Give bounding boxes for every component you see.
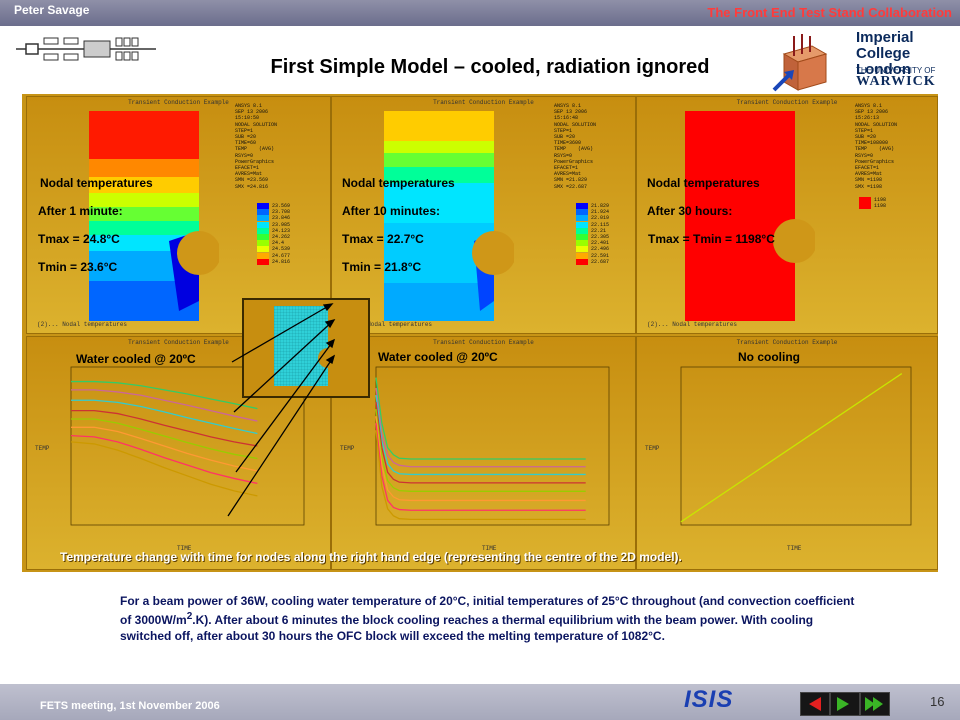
series-line — [70, 441, 258, 497]
series-line — [70, 434, 258, 485]
series-line — [375, 402, 586, 484]
meeting-footer: FETS meeting, 1st November 2006 — [40, 700, 220, 712]
panel3-tmax: Tmax = Tmin = 1198°C — [648, 232, 775, 246]
panel2-tmin: Tmin = 21.8°C — [342, 260, 422, 274]
graph1-label: Water cooled @ 20ºC — [76, 352, 196, 366]
author-name: Peter Savage — [14, 3, 90, 17]
figure-caption: Temperature change with time for nodes a… — [60, 550, 682, 564]
collaboration-name: The Front End Test Stand Collaboration — [707, 5, 952, 20]
copper-block-icon — [770, 34, 830, 99]
series-line — [375, 416, 586, 502]
series-line — [71, 410, 258, 447]
sim-title: Transient Conduction Example — [433, 339, 534, 346]
contour-plot-1 — [89, 111, 219, 321]
x-axis-label: TIME — [482, 545, 497, 552]
ansys-info: ANSYS 8.1 SEP 13 2006 15:16:48 NODAL SOL… — [554, 103, 597, 190]
panel3-heading: Nodal temperatures — [647, 176, 760, 190]
series-line — [71, 426, 258, 472]
contour-panel-1: Transient Conduction Example ANSYS 8.1 S… — [26, 96, 331, 334]
warwick-logo: WARWICK — [856, 74, 936, 89]
warwick-logo-line1: THE UNIVERSITY OF — [856, 66, 936, 75]
line-chart-2 — [375, 366, 610, 526]
contour-legend-2: 21.829 21.924 22.019 22.115 22.21 22.305… — [576, 203, 609, 265]
panel1-time: After 1 minute: — [38, 204, 123, 218]
series-line — [71, 389, 258, 422]
ansys-info: ANSYS 8.1 SEP 13 2006 15:10:50 NODAL SOL… — [235, 103, 278, 190]
isis-logo: ISIS — [684, 686, 734, 713]
panel-footer: (2)... Nodal temperatures — [342, 321, 433, 328]
beamline-schematic-icon — [16, 36, 156, 67]
panel2-tmax: Tmax = 22.7°C — [342, 232, 424, 246]
series-line — [71, 418, 258, 460]
line-chart-1 — [70, 366, 305, 526]
contour-panel-2: Transient Conduction Example ANSYS 8.1 S… — [331, 96, 636, 334]
nav-back-button[interactable] — [800, 692, 830, 716]
sim-title: Transient Conduction Example — [736, 339, 838, 346]
top-bar: Peter Savage The Front End Test Stand Co… — [0, 0, 960, 26]
panel1-tmin: Tmin = 23.6°C — [38, 260, 118, 274]
panel2-time: After 10 minutes: — [342, 204, 441, 218]
contour-legend-3: 1198 1198 — [859, 197, 886, 210]
description-paragraph: For a beam power of 36W, cooling water t… — [120, 594, 855, 643]
panel-footer: (2)... Nodal temperatures — [647, 321, 738, 328]
graph-panel-3: Transient Conduction Example TEMP TIME — [636, 336, 938, 570]
panel2-heading: Nodal temperatures — [342, 176, 455, 190]
nav-home-button[interactable] — [830, 692, 860, 716]
simulation-figure: Transient Conduction Example ANSYS 8.1 S… — [22, 94, 938, 572]
series-line — [71, 380, 258, 410]
series-line — [375, 387, 586, 468]
sim-title: Transient Conduction Example — [128, 339, 229, 346]
x-axis-label: TIME — [177, 545, 192, 552]
sim-title: Transient Conduction Example — [433, 99, 534, 106]
sim-title: Transient Conduction Example — [736, 99, 838, 106]
plot-frame — [70, 366, 305, 526]
page-number: 16 — [930, 694, 945, 709]
series-line — [71, 399, 258, 435]
contour-panel-3: Transient Conduction Example ANSYS 8.1 S… — [636, 96, 938, 334]
y-axis-label: TEMP — [645, 445, 660, 452]
graph3-label: No cooling — [738, 350, 800, 364]
contour-legend-1: 23.569 23.708 23.846 23.985 24.123 24.26… — [257, 203, 290, 265]
mesh-arrows — [227, 303, 336, 517]
series-line — [375, 377, 586, 460]
panel1-tmax: Tmax = 24.8°C — [38, 232, 120, 246]
contour-plot-2 — [384, 111, 514, 321]
series-line — [375, 430, 586, 521]
panel-footer: (2)... Nodal temperatures — [37, 321, 128, 328]
plot-frame — [375, 366, 610, 526]
mesh-inset — [242, 298, 370, 398]
series-line — [375, 395, 586, 476]
series-line — [375, 409, 586, 492]
imperial-college-logo: Imperial College London — [856, 29, 914, 78]
y-axis-label: TEMP — [340, 445, 355, 452]
graph2-label: Water cooled @ 20ºC — [378, 350, 498, 364]
sim-title: Transient Conduction Example — [128, 99, 229, 106]
slide-title: First Simple Model – cooled, radiation i… — [270, 56, 710, 78]
nav-forward-button[interactable] — [860, 692, 890, 716]
series-line — [375, 423, 586, 511]
ansys-info: ANSYS 8.1 SEP 13 2006 15:26:13 NODAL SOL… — [855, 103, 898, 190]
y-axis-label: TEMP — [35, 445, 50, 452]
series-line — [680, 373, 903, 523]
plot-frame — [680, 366, 912, 526]
x-axis-label: TIME — [787, 545, 802, 552]
contour-plot-3 — [685, 111, 815, 321]
graph-panel-2: Transient Conduction Example TEMP TIME — [331, 336, 636, 570]
panel1-heading: Nodal temperatures — [40, 176, 153, 190]
panel3-time: After 30 hours: — [647, 204, 733, 218]
line-chart-3 — [680, 366, 912, 526]
